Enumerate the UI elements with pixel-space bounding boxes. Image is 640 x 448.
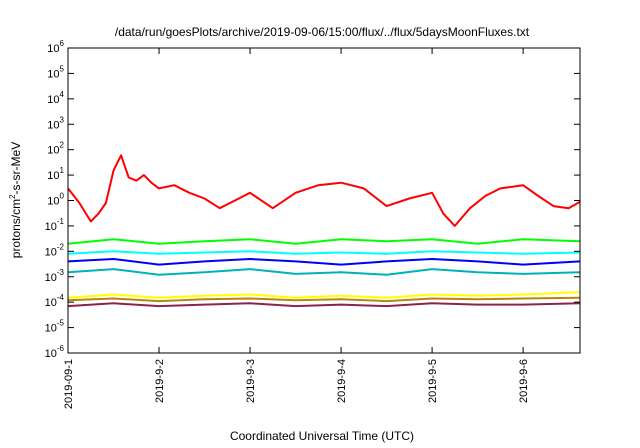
y-axis-label-base: protons/cm xyxy=(9,199,23,258)
series-line-7 xyxy=(67,296,581,303)
y-axis-label-rest: -s-sr-MeV xyxy=(9,142,23,195)
y-axis: 10-610-510-410-310-210-11001011021031041… xyxy=(45,39,580,360)
y-tick-label: 104 xyxy=(47,90,64,106)
y-tick-label-base: 10 xyxy=(45,272,57,284)
x-tick-label: 2019-9-6 xyxy=(518,359,530,403)
y-tick-label: 106 xyxy=(47,39,64,55)
x-axis: 2019-09-1 2019-9-2 2019-9-3 2019-9-4 2019-9-… xyxy=(63,48,530,409)
y-tick-label: 103 xyxy=(47,115,64,131)
y-tick-label-base: 10 xyxy=(45,246,57,258)
x-tick-label: 2019-9-4 xyxy=(336,359,348,403)
x-tick-label: 2019-9-5 xyxy=(427,359,439,403)
y-tick-label-exponent: 3 xyxy=(60,115,65,124)
y-axis-label: protons/cm2-s-sr-MeV xyxy=(8,142,23,258)
y-tick-label-base: 10 xyxy=(45,221,57,233)
y-tick-label-exponent: 1 xyxy=(60,166,65,175)
y-tick-label-exponent: 6 xyxy=(60,39,65,48)
y-tick-label: 10-3 xyxy=(45,268,65,284)
y-tick-label-exponent: 4 xyxy=(60,90,65,99)
y-tick-label: 100 xyxy=(47,192,64,208)
y-tick-label: 10-2 xyxy=(45,242,65,258)
y-tick-label-exponent: -3 xyxy=(57,268,65,277)
y-tick-label: 102 xyxy=(47,141,64,157)
y-tick-label-base: 10 xyxy=(45,323,57,335)
series-line-3 xyxy=(67,250,581,255)
y-tick-label-exponent: -6 xyxy=(57,344,65,353)
x-tick-label: 2019-09-1 xyxy=(63,359,75,409)
y-tick-label-exponent: -5 xyxy=(57,319,65,328)
x-tick-label: 2019-9-2 xyxy=(154,359,166,403)
y-tick-label-base: 10 xyxy=(47,145,59,157)
y-tick-label: 10-1 xyxy=(45,217,65,233)
series-line-2 xyxy=(67,238,581,245)
y-tick-label-base: 10 xyxy=(47,94,59,106)
y-tick-label-exponent: 2 xyxy=(60,141,65,150)
y-tick-label-exponent: 0 xyxy=(60,192,65,201)
y-tick-label-base: 10 xyxy=(47,170,59,182)
series-line-4 xyxy=(67,258,581,266)
y-tick-label: 101 xyxy=(47,166,64,182)
y-tick-label-base: 10 xyxy=(47,196,59,208)
y-tick-label-base: 10 xyxy=(45,348,57,360)
y-tick-label-exponent: -4 xyxy=(57,293,65,302)
series-line-1 xyxy=(67,154,581,227)
y-tick-label-base: 10 xyxy=(47,43,59,55)
series-line-8 xyxy=(67,302,581,308)
y-tick-label-base: 10 xyxy=(45,297,57,309)
x-tick-label: 2019-9-3 xyxy=(245,359,257,403)
y-tick-label-base: 10 xyxy=(47,68,59,80)
y-tick-label-base: 10 xyxy=(47,119,59,131)
chart-title: /data/run/goesPlots/archive/2019-09-06/1… xyxy=(115,25,530,39)
y-tick-label: 10-4 xyxy=(45,293,65,309)
series-layer xyxy=(67,154,581,308)
plot-frame xyxy=(67,47,581,354)
series-line-6 xyxy=(67,291,581,299)
series-line-5 xyxy=(67,268,581,276)
x-axis-label: Coordinated Universal Time (UTC) xyxy=(230,429,414,443)
y-tick-label-exponent: -1 xyxy=(57,217,65,226)
y-tick-label-exponent: -2 xyxy=(57,242,65,251)
y-tick-label: 10-5 xyxy=(45,319,65,335)
y-axis-label-exponent: 2 xyxy=(8,194,17,199)
y-tick-label-exponent: 5 xyxy=(60,64,65,73)
y-tick-label: 105 xyxy=(47,64,64,80)
y-tick-label: 10-6 xyxy=(45,344,65,360)
